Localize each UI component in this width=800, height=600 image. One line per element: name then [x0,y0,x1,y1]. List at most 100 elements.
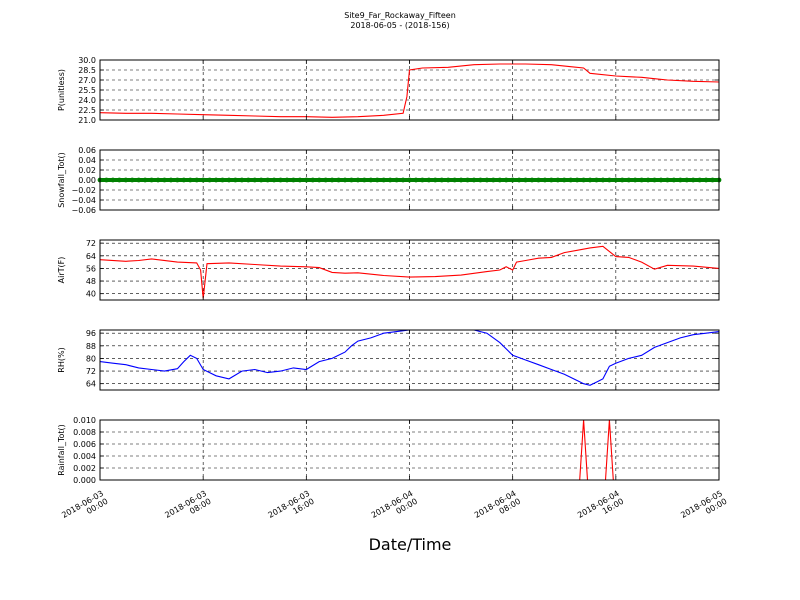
panel-1-marker-77 [594,177,599,183]
panel-1-ytick-label-0: −0.06 [71,206,96,215]
panel-1-marker-21 [233,177,238,183]
x-axis-label: Date/Time [369,535,452,554]
panel-1-marker-43 [374,177,380,183]
panel-2-ytick-label-4: 72 [86,239,96,248]
panel-1-marker-19 [220,177,225,183]
chart-title: Site9_Far_Rockaway_Fifteen [344,11,456,20]
panel-1-marker-86 [652,177,657,183]
panel-1-marker-64 [510,177,516,183]
panel-0-ytick-label-0: 21.0 [78,116,96,125]
x-tick-label-4: 2018-06-0408:00 [473,489,522,528]
panel-1-ytick-label-6: 0.06 [78,146,96,155]
panel-1-marker-50 [419,177,425,183]
panel-1-marker-27 [271,177,277,183]
panel-3-ytick-label-4: 96 [86,329,96,338]
panel-1-marker-67 [529,177,535,183]
panel-1-marker-76 [587,177,593,183]
panel-1-marker-78 [600,177,606,183]
panel-1-marker-32 [303,177,309,183]
panel-1: −0.06−0.04−0.020.000.020.040.06 Snowfall_… [57,146,722,215]
panel-1-marker-47 [400,177,406,183]
panel-1-marker-9 [155,177,161,183]
panel-1-marker-59 [478,177,483,183]
chart-subtitle: 2018-06-05 - (2018-156) [350,21,449,30]
panel-1-marker-60 [484,177,490,183]
panel-1-marker-88 [665,177,670,183]
panel-1-marker-24 [252,177,258,183]
panel-1-marker-48 [407,177,412,183]
panel-1-marker-14 [187,177,193,183]
panel-1-marker-34 [316,177,322,183]
panel-4-ytick-label-5: 0.010 [73,416,96,425]
panel-1-marker-49 [413,177,419,183]
panel-0-ytick-label-3: 25.5 [78,86,96,95]
panel-1-marker-17 [207,177,213,183]
panel-3-ytick-label-0: 64 [86,380,96,389]
panel-1-marker-26 [265,177,271,183]
panel-1-marker-51 [426,177,432,183]
panel-1-marker-93 [697,177,703,183]
panel-1-marker-40 [355,177,361,183]
panel-1-marker-7 [142,177,148,183]
panel-1-marker-10 [162,177,167,183]
panel-1-marker-68 [536,177,541,183]
panel-1-marker-22 [239,177,245,183]
panel-2-ytick-label-3: 64 [86,252,96,261]
panel-1-ytick-label-5: 0.04 [78,156,96,165]
panel-0: 21.022.524.025.527.028.530.0 P(unitless) [57,56,720,125]
x-tick-label-1: 2018-06-0308:00 [163,489,212,528]
x-tick-label-3: 2018-06-0400:00 [370,489,419,528]
panel-1-marker-4 [123,177,129,183]
panel-1-marker-8 [149,177,154,183]
panel-4-ytick-label-4: 0.008 [73,428,96,437]
panel-4-ytick-label-3: 0.006 [73,440,96,449]
panel-1-marker-28 [278,177,283,183]
panel-3-ytick-label-2: 80 [86,354,96,363]
panel-1-ytick-label-4: 0.02 [78,166,96,175]
panel-1-marker-35 [323,177,329,183]
panel-2-ytick-label-0: 40 [86,290,96,299]
panel-1-marker-94 [703,177,709,183]
panel-1-ytick-label-2: −0.02 [71,186,96,195]
panel-1-ytick-label-3: 0.00 [78,176,96,185]
panel-1-marker-89 [671,177,677,183]
panel-1-marker-46 [394,177,400,183]
panel-1-marker-6 [136,177,142,183]
panel-1-marker-53 [439,177,445,183]
panel-1-marker-71 [555,177,561,183]
panel-1-marker-70 [548,177,554,183]
panel-1-ylabel: Snowfall_Tot() [57,152,66,208]
panel-1-marker-5 [129,177,135,183]
panel-1-marker-2 [110,177,116,183]
panel-1-marker-83 [632,177,638,183]
panel-1-marker-3 [116,177,122,183]
panel-2-series-line [99,245,720,299]
panel-2: 40 48 56 64 72 AirT(F) [57,239,720,301]
panel-4: 0.000 0.002 0.004 0.006 0.008 0.010 Rainfall_T… [57,416,720,485]
panel-3-ytick-label-1: 72 [86,367,96,376]
panel-1-marker-45 [387,177,393,183]
panel-1-marker-72 [561,177,567,183]
panel-1-marker-85 [645,177,651,183]
panel-1-marker-81 [619,177,625,183]
panel-0-ytick-label-2: 24.0 [78,96,96,105]
panel-1-marker-84 [639,177,645,183]
panel-0-ytick-label-5: 28.5 [78,66,96,75]
panel-1-marker-15 [194,177,200,183]
panel-1-marker-73 [568,177,574,183]
panel-1-marker-58 [471,177,477,183]
panel-4-ytick-label-0: 0.000 [73,476,96,485]
x-tick-labels: 2018-06-0300:00 2018-06-0308:00 2018-06-03… [60,489,728,528]
panel-1-marker-63 [503,177,509,183]
panel-1-marker-65 [516,177,522,183]
panel-1-marker-44 [381,177,387,183]
panel-3-series-line [99,329,720,386]
panel-1-marker-41 [361,177,367,183]
panel-1-marker-52 [432,177,438,183]
x-tick-label-6: 2018-06-0500:00 [679,489,728,528]
panel-1-marker-80 [613,177,619,183]
panel-1-marker-92 [690,177,696,183]
panel-1-marker-42 [368,177,374,183]
panel-1-marker-36 [329,177,335,183]
